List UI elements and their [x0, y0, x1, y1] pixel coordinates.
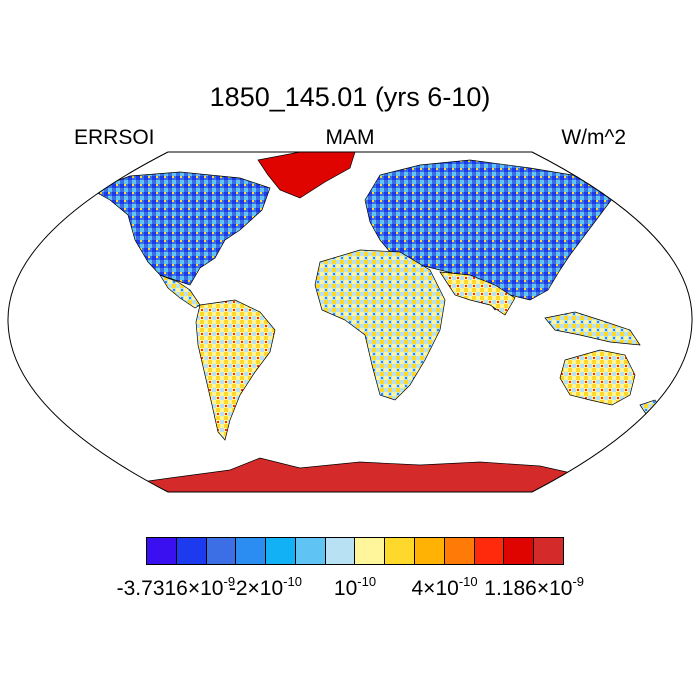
colorbar-tick-label: 10-10: [333, 574, 377, 600]
colorbar-swatch: [444, 538, 475, 564]
map-title: 1850_145.01 (yrs 6-10): [209, 82, 491, 112]
globe-outline: [7, 151, 693, 493]
colorbar-swatch: [147, 538, 177, 564]
colorbar-swatch: [266, 538, 296, 564]
south-america-region: [195, 299, 276, 441]
antarctica-region: [99, 457, 601, 492]
south-asia-region: [439, 271, 516, 316]
colorbar-swatch: [504, 538, 535, 564]
colorbar-swatch: [176, 538, 207, 564]
colorbar-tick-label: -3.7316×10-9: [116, 574, 236, 600]
australia-region: [559, 349, 636, 406]
greenland-region: [257, 152, 356, 199]
colorbar-swatch: [415, 538, 445, 564]
colorbar-swatch: [385, 538, 416, 564]
units-label: W/m^2: [561, 126, 626, 149]
central-america-region: [159, 274, 201, 309]
colorbar-tick-label: 4×10-10: [411, 574, 478, 600]
colorbar-swatch: [325, 538, 356, 564]
colorbar-swatch: [206, 538, 237, 564]
maritime-asia-region: [544, 311, 641, 346]
colorbar-swatch: [474, 538, 505, 564]
colorbar-swatch: [534, 538, 563, 564]
colorbar-tick-label: -2×10-10: [228, 574, 302, 600]
variable-label: ERRSOI: [74, 126, 155, 149]
colorbar-swatch: [236, 538, 267, 564]
colorbar-tick-label: 1.186×10-9: [484, 574, 585, 600]
north-america-region: [91, 171, 271, 286]
colorbar-swatch: [295, 538, 326, 564]
season-label: MAM: [325, 126, 375, 149]
colorbar-swatch: [355, 538, 386, 564]
colorbar: [146, 537, 564, 565]
land-fields: [91, 152, 663, 492]
africa-region: [314, 249, 446, 401]
